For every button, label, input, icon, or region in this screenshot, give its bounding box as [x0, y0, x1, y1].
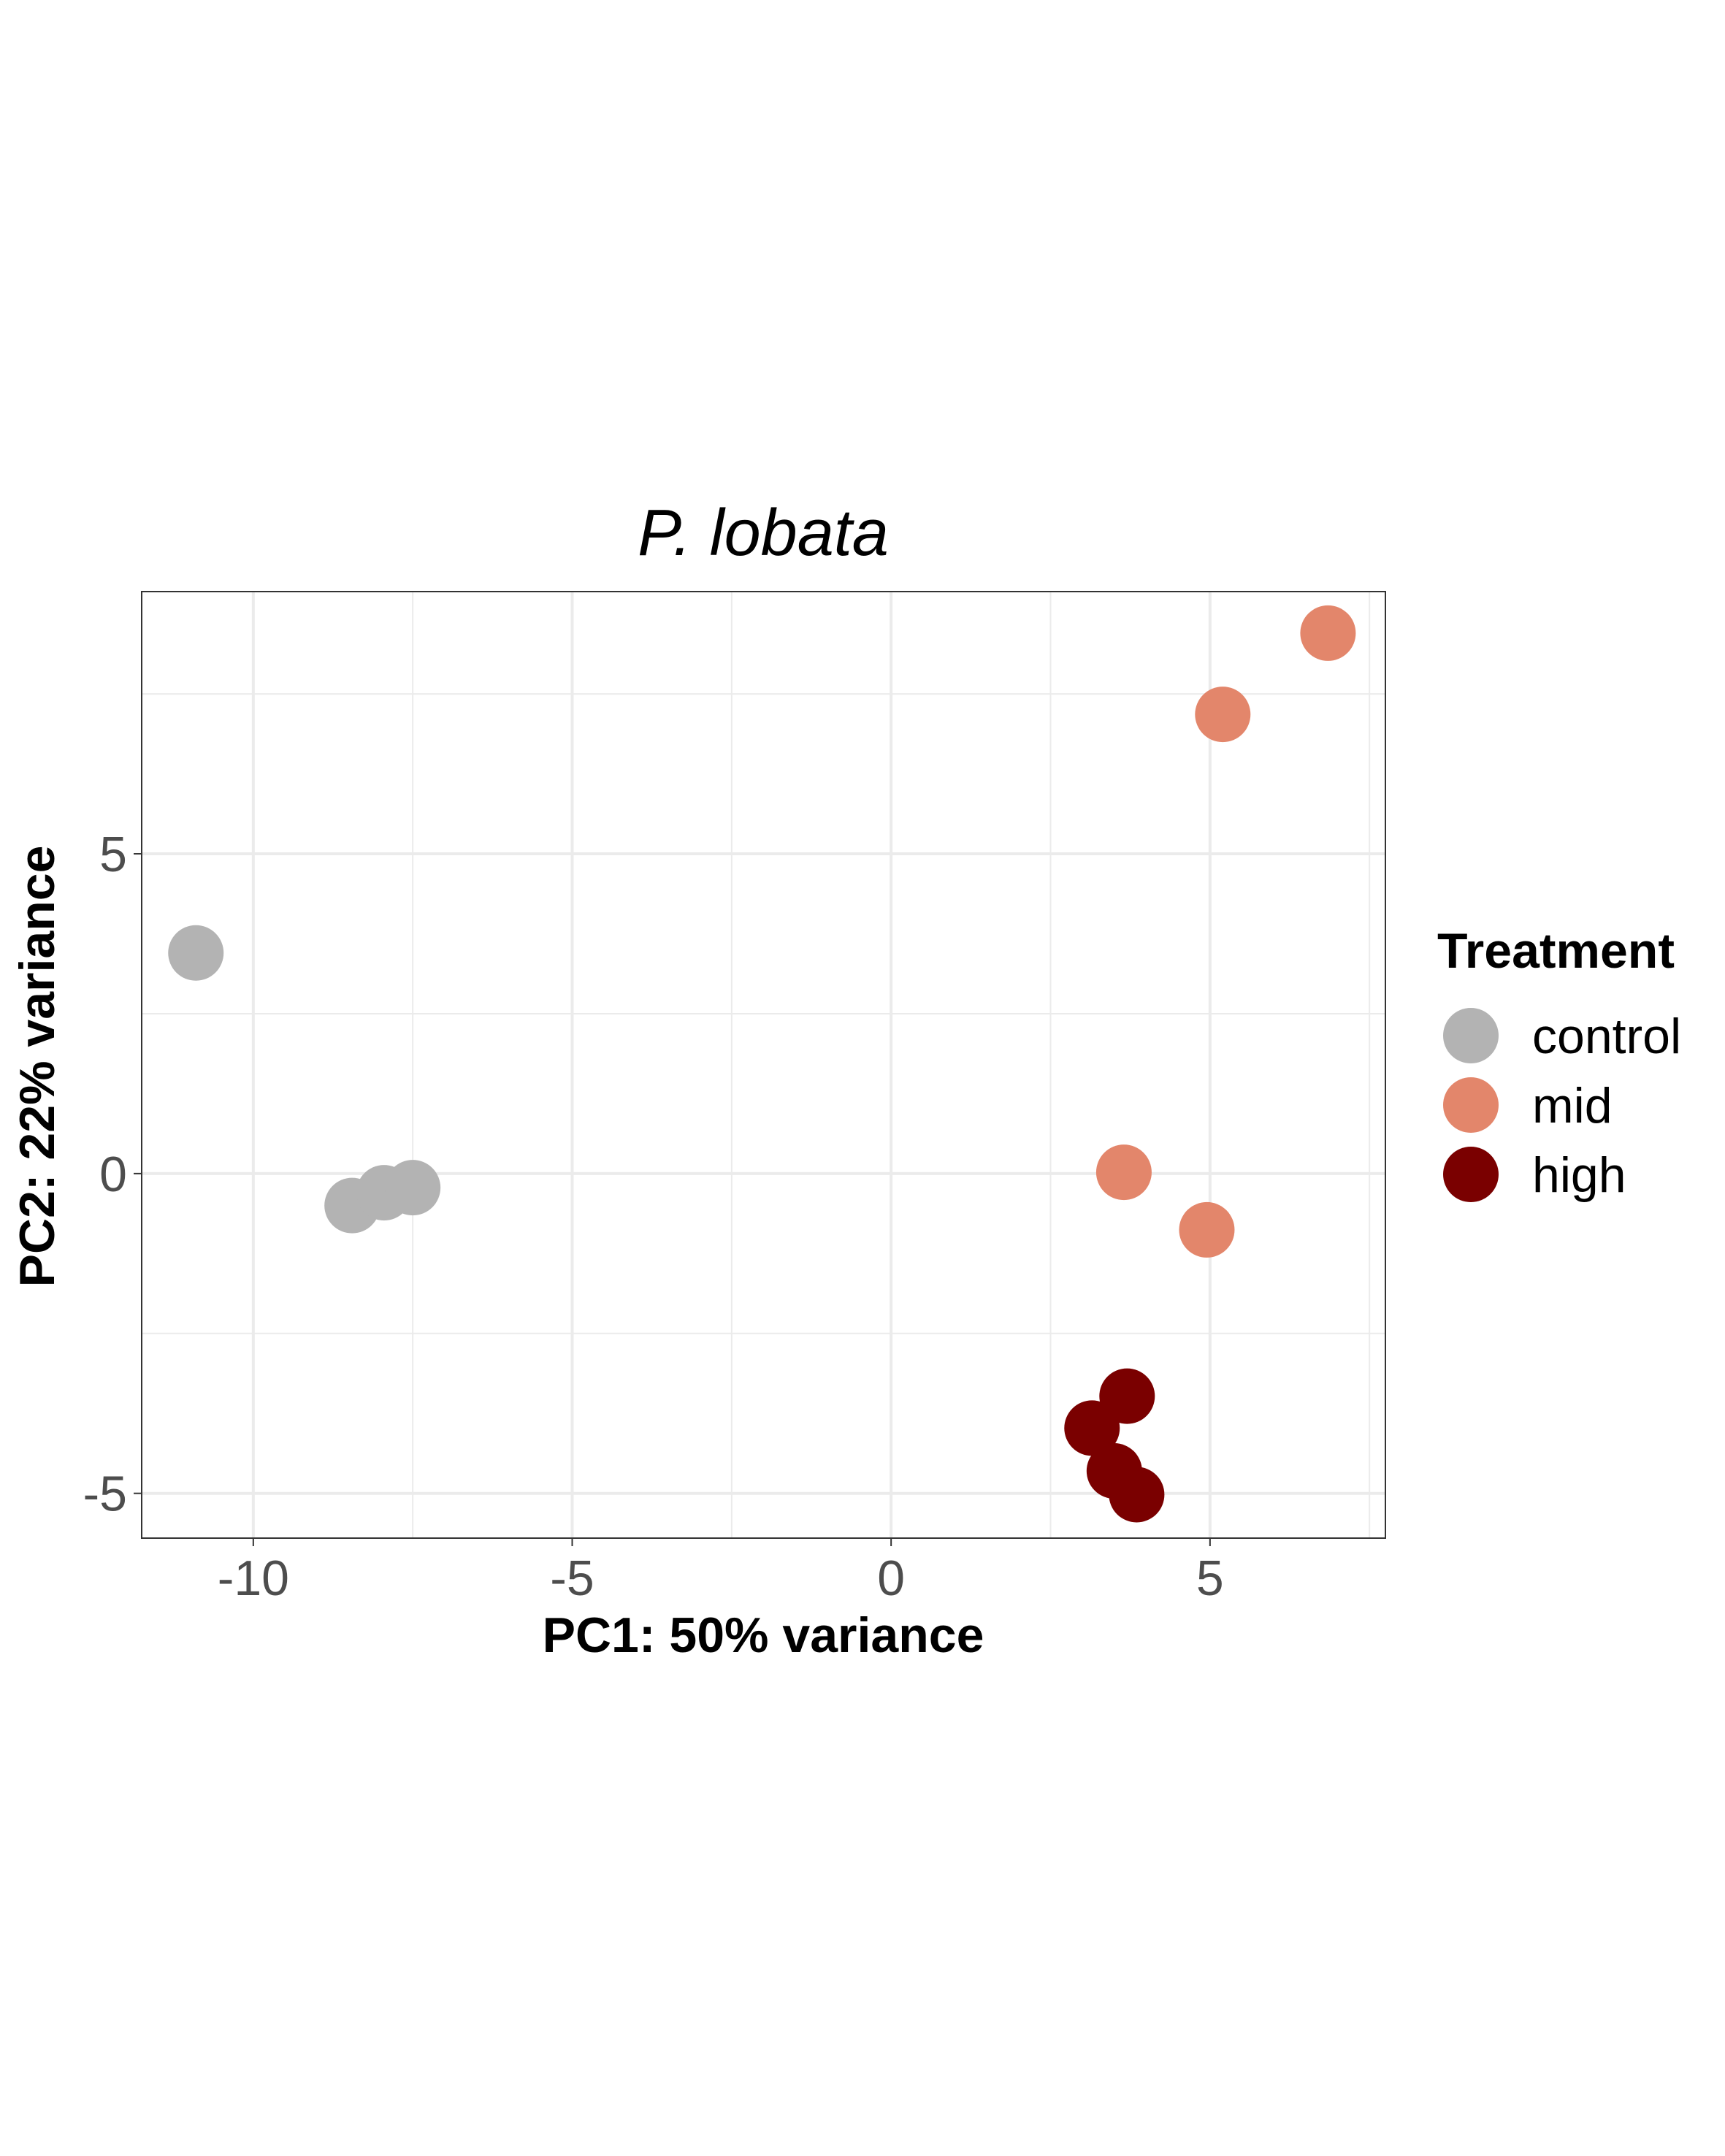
y-axis-ticks: -5 0 5 — [83, 827, 142, 1522]
panel-border — [141, 591, 1386, 1539]
y-axis-label: PC2: 22% variance — [9, 846, 65, 1288]
data-point-mid — [1095, 1144, 1152, 1201]
x-axis-label: PC1: 50% variance — [543, 1608, 984, 1663]
legend-label-high: high — [1532, 1147, 1626, 1203]
legend-key-control — [1443, 1008, 1499, 1063]
grid-minor — [142, 592, 1385, 1538]
y-tick-label: 0 — [99, 1147, 127, 1202]
data-point-mid — [1300, 605, 1356, 661]
data-point-high — [1064, 1400, 1120, 1456]
x-tick-label: 5 — [1196, 1551, 1224, 1606]
x-tick-label: -10 — [218, 1551, 289, 1606]
grid-major — [142, 592, 1385, 1538]
data-point-control — [168, 925, 224, 981]
legend: Treatment control mid high — [1437, 923, 1681, 1203]
data-point-high — [1109, 1467, 1165, 1523]
x-tick-label: 0 — [877, 1551, 905, 1606]
y-tick-label: -5 — [83, 1467, 127, 1522]
legend-key-high — [1443, 1147, 1499, 1202]
legend-label-control: control — [1532, 1009, 1681, 1064]
legend-label-mid: mid — [1532, 1078, 1613, 1134]
data-point-control — [385, 1160, 441, 1216]
data-point-mid — [1179, 1201, 1235, 1258]
data-point-mid — [1195, 687, 1251, 743]
x-tick-label: -5 — [550, 1551, 594, 1606]
points-layer — [168, 605, 1356, 1523]
legend-title: Treatment — [1437, 923, 1675, 979]
chart-title: P. lobata — [638, 497, 889, 570]
data-point-high — [1099, 1368, 1155, 1424]
legend-key-mid — [1443, 1077, 1499, 1133]
y-tick-label: 5 — [99, 827, 127, 882]
x-axis-ticks: -10 -5 0 5 — [218, 1538, 1224, 1606]
